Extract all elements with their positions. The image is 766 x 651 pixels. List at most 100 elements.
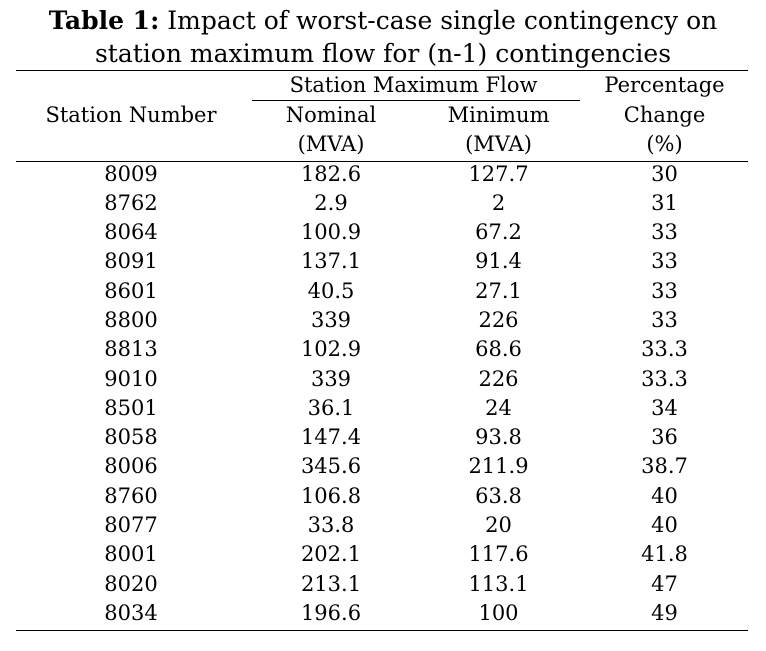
group-underline bbox=[252, 100, 580, 101]
station-cell: 8034 bbox=[104, 600, 158, 625]
minimum-cell: 24 bbox=[485, 395, 512, 420]
change-cell: 49 bbox=[651, 600, 678, 625]
minimum-cell: 67.2 bbox=[475, 220, 522, 245]
minimum-header-line1: Minimum bbox=[447, 102, 550, 127]
change-cell: 41.8 bbox=[641, 542, 688, 567]
table-body: 8009 182.6 127.7 30 8762 2.9 2 31 8064 100.9 67.2 3… bbox=[16, 160, 748, 629]
station-cell: 8800 bbox=[104, 307, 158, 332]
change-cell: 33 bbox=[651, 220, 678, 245]
table-row: 8034 196.6 100 49 bbox=[16, 599, 748, 628]
station-cell: 8020 bbox=[104, 571, 158, 596]
station-cell: 8009 bbox=[104, 161, 158, 186]
minimum-cell: 63.8 bbox=[475, 483, 522, 508]
table-caption: Table 1: Impact of worst-case single con… bbox=[0, 4, 766, 70]
station-cell: 8601 bbox=[104, 278, 158, 303]
nominal-cell: 40.5 bbox=[307, 278, 355, 303]
table-row: 8813 102.9 68.6 33.3 bbox=[16, 335, 748, 364]
station-cell: 8501 bbox=[104, 395, 158, 420]
station-cell: 8813 bbox=[104, 337, 158, 362]
table-row: 8091 137.1 91.4 33 bbox=[16, 247, 748, 276]
minimum-cell: 226 bbox=[478, 366, 519, 391]
nominal-cell: 100.9 bbox=[300, 220, 362, 245]
nominal-cell: 213.1 bbox=[300, 571, 362, 596]
change-cell: 30 bbox=[651, 161, 678, 186]
station-cell: 8091 bbox=[104, 249, 158, 274]
nominal-cell: 102.9 bbox=[300, 337, 362, 362]
nominal-cell: 182.6 bbox=[300, 161, 362, 186]
station-max-flow-header: Station Maximum Flow bbox=[289, 73, 538, 97]
table-row: 8064 100.9 67.2 33 bbox=[16, 218, 748, 247]
table-row: 8601 40.5 27.1 33 bbox=[16, 277, 748, 306]
bottom-rule bbox=[16, 630, 748, 631]
minimum-cell: 68.6 bbox=[475, 337, 522, 362]
minimum-cell: 20 bbox=[485, 513, 512, 538]
minimum-cell: 127.7 bbox=[468, 161, 529, 186]
top-rule bbox=[16, 70, 748, 71]
change-cell: 40 bbox=[651, 483, 678, 508]
change-cell: 40 bbox=[651, 513, 678, 538]
station-cell: 8064 bbox=[104, 220, 158, 245]
change-cell: 33 bbox=[651, 307, 678, 332]
nominal-cell: 33.8 bbox=[307, 513, 355, 538]
header-row-3: (MVA) (MVA) (%) bbox=[16, 130, 748, 160]
header-bottom-rule bbox=[16, 161, 748, 162]
minimum-cell: 27.1 bbox=[475, 278, 522, 303]
table-row: 8006 345.6 211.9 38.7 bbox=[16, 452, 748, 481]
header-row-2: Nominal Minimum Change bbox=[16, 101, 748, 131]
flow-table: Station Number Station Maximum Flow Perc… bbox=[16, 71, 748, 628]
table-row: 8058 147.4 93.8 36 bbox=[16, 423, 748, 452]
nominal-cell: 339 bbox=[310, 307, 352, 332]
table-row: 8800 339 226 33 bbox=[16, 306, 748, 335]
nominal-cell: 36.1 bbox=[307, 395, 355, 420]
minimum-cell: 117.6 bbox=[468, 542, 529, 567]
nominal-cell: 339 bbox=[310, 366, 352, 391]
minimum-cell: 2 bbox=[491, 190, 506, 215]
nominal-cell: 345.6 bbox=[300, 454, 362, 479]
table-row: 8077 33.8 20 40 bbox=[16, 511, 748, 540]
station-cell: 8760 bbox=[104, 483, 158, 508]
percentage-header-unit: (%) bbox=[646, 132, 683, 156]
change-cell: 34 bbox=[651, 395, 678, 420]
change-cell: 38.7 bbox=[641, 454, 688, 479]
minimum-cell: 91.4 bbox=[475, 249, 522, 274]
caption-text-1: Impact of worst-case single contingency … bbox=[159, 6, 718, 35]
minimum-cell: 100 bbox=[478, 600, 519, 625]
change-cell: 36 bbox=[651, 425, 678, 450]
minimum-cell: 113.1 bbox=[468, 571, 529, 596]
percentage-header-line1: Percentage bbox=[604, 73, 725, 97]
minimum-cell: 93.8 bbox=[475, 425, 522, 450]
station-cell: 8058 bbox=[104, 425, 158, 450]
change-cell: 33.3 bbox=[641, 337, 688, 362]
station-cell: 8762 bbox=[104, 190, 158, 215]
table-row: 8501 36.1 24 34 bbox=[16, 394, 748, 423]
nominal-header-line1: Nominal bbox=[285, 102, 377, 127]
table-row: 8760 106.8 63.8 40 bbox=[16, 482, 748, 511]
minimum-header-unit: (MVA) bbox=[465, 132, 532, 156]
nominal-cell: 196.6 bbox=[300, 600, 362, 625]
table-row: 9010 339 226 33.3 bbox=[16, 365, 748, 394]
change-cell: 47 bbox=[651, 571, 678, 596]
table-row: 8009 182.6 127.7 30 bbox=[16, 160, 748, 189]
table-row: 8001 202.1 117.6 41.8 bbox=[16, 540, 748, 569]
station-cell: 9010 bbox=[104, 366, 158, 391]
nominal-cell: 106.8 bbox=[300, 483, 362, 508]
station-number-header: Station Number bbox=[45, 102, 217, 127]
table-row: 8020 213.1 113.1 47 bbox=[16, 570, 748, 599]
change-cell: 33.3 bbox=[641, 366, 688, 391]
minimum-cell: 226 bbox=[478, 307, 519, 332]
station-cell: 8077 bbox=[104, 513, 158, 538]
nominal-header-unit: (MVA) bbox=[297, 132, 365, 156]
station-cell: 8006 bbox=[104, 454, 158, 479]
nominal-cell: 202.1 bbox=[300, 542, 362, 567]
caption-line-2: station maximum flow for (n-1) contingen… bbox=[94, 39, 672, 68]
caption-line-1: Table 1: Impact of worst-case single con… bbox=[0, 4, 766, 37]
table-row: 8762 2.9 2 31 bbox=[16, 189, 748, 218]
nominal-cell: 2.9 bbox=[314, 190, 348, 215]
percentage-header-line2: Change bbox=[623, 102, 706, 127]
caption-label: Table 1: bbox=[48, 6, 160, 35]
nominal-cell: 147.4 bbox=[300, 425, 362, 450]
change-cell: 31 bbox=[651, 190, 678, 215]
nominal-cell: 137.1 bbox=[300, 249, 362, 274]
header-row-1: Station Number Station Maximum Flow Perc… bbox=[16, 71, 748, 127]
minimum-cell: 211.9 bbox=[468, 454, 529, 479]
